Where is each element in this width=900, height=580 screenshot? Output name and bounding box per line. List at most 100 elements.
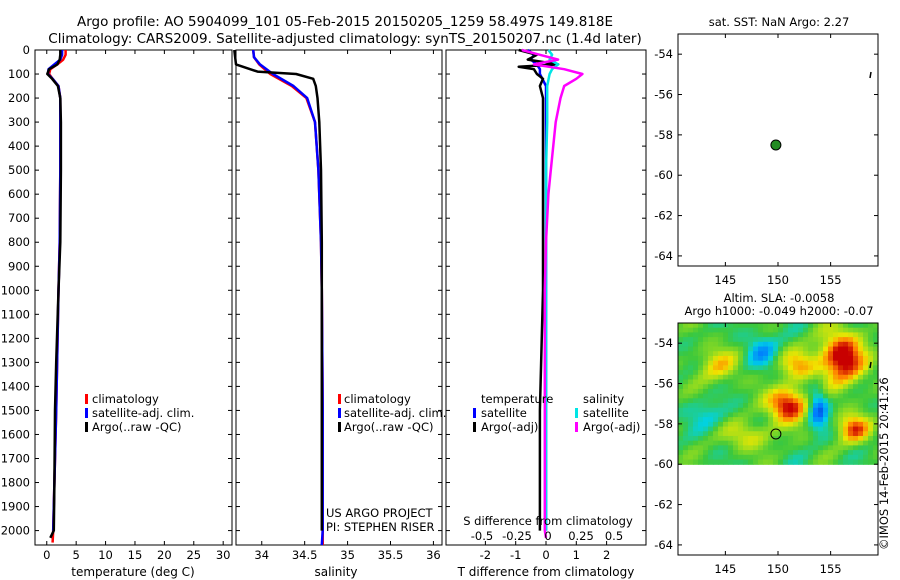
sla-cell (728, 337, 734, 343)
sla-cell (863, 431, 869, 437)
sla-cell (718, 431, 724, 437)
sla-cell (758, 360, 764, 366)
sla-cell (718, 450, 724, 456)
sla-cell (768, 435, 774, 442)
sla-cell (778, 374, 784, 381)
sla-cell (818, 379, 824, 385)
sla-cell (828, 445, 834, 451)
sla-cell (753, 327, 759, 334)
salinity-axes (235, 49, 443, 546)
sla-cell (773, 327, 779, 334)
sla-cell (708, 454, 714, 461)
sla-cell (858, 360, 864, 366)
sla-cell (798, 426, 804, 432)
sla-cell (688, 450, 694, 456)
sla-cell (693, 379, 699, 385)
sla-cell (723, 421, 729, 428)
sla-cell (838, 459, 844, 465)
sla-cell (813, 384, 819, 390)
sla-cell (773, 388, 779, 395)
sla-cell (723, 426, 729, 432)
sla-cell (798, 431, 804, 437)
sla-cell (778, 341, 784, 348)
sla-cell (798, 450, 804, 456)
sla-cell (828, 407, 834, 414)
sla-cell (868, 431, 874, 437)
sla-cell (783, 421, 789, 428)
sla-cell (793, 346, 799, 352)
sla-cell (833, 407, 839, 414)
sla-cell (778, 417, 784, 423)
sla-cell (858, 346, 864, 352)
sla-cell (733, 440, 739, 446)
sla-cell (688, 454, 694, 461)
sla-cell (753, 417, 759, 423)
sla-cell (833, 398, 839, 404)
sla-cell (833, 426, 839, 432)
sla-cell (688, 346, 694, 352)
sla-cell (848, 412, 854, 418)
sla-cell (833, 388, 839, 395)
sla-cell (758, 450, 764, 456)
sla-cell (798, 341, 804, 348)
sla-cell (858, 332, 864, 338)
sla-cell (753, 393, 759, 399)
sla-cell (688, 351, 694, 357)
map-y-tick-label: -60 (654, 457, 673, 471)
sla-cell (773, 417, 779, 423)
sla-cell (763, 445, 769, 451)
sla-cell (683, 445, 689, 451)
sla-cell (863, 450, 869, 456)
sla-cell (818, 365, 824, 371)
sla-cell (688, 374, 694, 381)
sla-cell (853, 412, 859, 418)
sla-cell (708, 403, 714, 409)
sla-cell (693, 459, 699, 465)
sla-cell (778, 450, 784, 456)
sla-cell (823, 403, 829, 409)
sla-cell (798, 393, 804, 399)
map-y-tick-label: -58 (654, 128, 673, 142)
sla-cell (783, 431, 789, 437)
sla-cell (708, 346, 714, 352)
sla-cell (698, 360, 704, 366)
sla-cell (678, 417, 684, 423)
sla-cell (803, 440, 809, 446)
sla-cell (863, 341, 869, 348)
sla-cell (803, 341, 809, 348)
sla-cell (748, 431, 754, 437)
sla-cell (843, 393, 849, 399)
sla-cell (758, 365, 764, 371)
sla-cell (703, 426, 709, 432)
sla-cell (768, 365, 774, 371)
sla-cell (853, 388, 859, 395)
sla-cell (838, 374, 844, 381)
sla-cell (698, 445, 704, 451)
sla-cell (693, 435, 699, 442)
sla-cell (728, 412, 734, 418)
sla-cell (678, 341, 684, 348)
sla-cell (703, 323, 709, 329)
sla-cell (783, 360, 789, 366)
map-y-tick-label: -54 (654, 47, 673, 61)
sla-cell (848, 435, 854, 442)
sla-cell (723, 403, 729, 409)
map-y-tick-label: -64 (654, 249, 673, 263)
map-y-tick-label: -64 (654, 538, 673, 552)
sla-cell (818, 426, 824, 432)
sla-cell (863, 459, 869, 465)
sla-cell (793, 450, 799, 456)
x-tick-label: 1 (573, 548, 580, 562)
sla-cell (858, 431, 864, 437)
sla-cell (728, 388, 734, 395)
sla-cell (818, 417, 824, 423)
sla-cell (803, 417, 809, 423)
sla-cell (763, 337, 769, 343)
sla-cell (753, 332, 759, 338)
sla-cell (723, 454, 729, 461)
sla-cell (753, 379, 759, 385)
sla-cell (758, 454, 764, 461)
sla-cell (783, 407, 789, 414)
sla-cell (793, 351, 799, 357)
sla-cell (838, 327, 844, 334)
